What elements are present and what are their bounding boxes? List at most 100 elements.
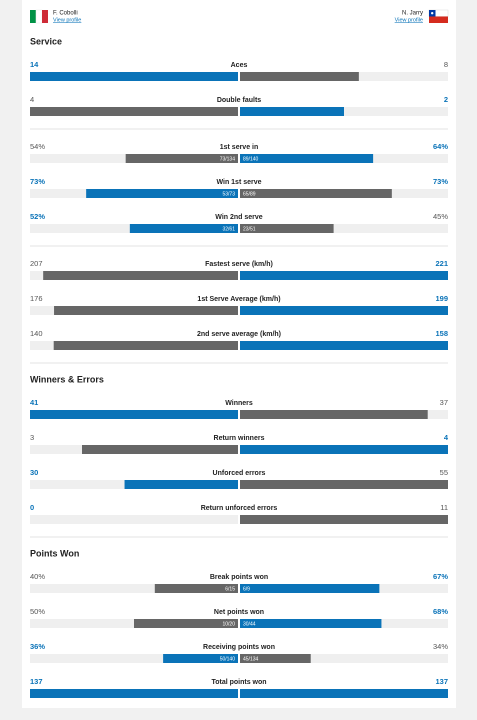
stat-label: 1st serve in bbox=[220, 144, 259, 151]
bar bbox=[240, 224, 334, 233]
fraction: 45/134 bbox=[243, 656, 259, 662]
fraction: 10/20 bbox=[222, 621, 235, 627]
chile-flag bbox=[428, 9, 449, 23]
stat-value: 207 bbox=[30, 259, 43, 268]
bar bbox=[134, 619, 238, 628]
stat-value: 14 bbox=[30, 60, 39, 69]
stat-label: Net points won bbox=[214, 609, 264, 616]
stat-label: Aces bbox=[231, 62, 248, 69]
stat-value: 4 bbox=[444, 433, 449, 442]
stat-value: 73% bbox=[433, 177, 448, 186]
bar bbox=[86, 189, 238, 198]
stat-label: Return unforced errors bbox=[201, 505, 278, 512]
section-title: Points Won bbox=[30, 548, 79, 558]
bar bbox=[240, 410, 428, 419]
section-title: Winners & Errors bbox=[30, 374, 104, 384]
bar bbox=[43, 271, 239, 280]
bar bbox=[240, 341, 448, 350]
stat-value: 50% bbox=[30, 607, 45, 616]
stat-value: 137 bbox=[435, 677, 448, 686]
card bbox=[22, 0, 456, 708]
stat-value: 158 bbox=[435, 329, 448, 338]
stat-label: Win 1st serve bbox=[216, 179, 261, 186]
fraction: 30/44 bbox=[243, 621, 256, 627]
player-name: F. Cobolli bbox=[53, 11, 78, 17]
stat-value: 64% bbox=[433, 142, 448, 151]
bar bbox=[240, 306, 448, 315]
bar-track bbox=[240, 654, 448, 663]
stat-value: 54% bbox=[30, 142, 45, 151]
bar bbox=[30, 689, 238, 698]
bar-track bbox=[30, 654, 238, 663]
bar-track bbox=[30, 584, 238, 593]
stat-value: 11 bbox=[440, 503, 448, 512]
player-name: N. Jarry bbox=[402, 11, 423, 17]
bar bbox=[240, 619, 382, 628]
stat-label: 2nd serve average (km/h) bbox=[197, 331, 281, 338]
profile-link[interactable]: View profile bbox=[53, 17, 81, 23]
stat-label: Double faults bbox=[217, 97, 261, 104]
stat-value: 34% bbox=[433, 642, 448, 651]
bar bbox=[129, 224, 238, 233]
bar bbox=[124, 480, 238, 489]
bar bbox=[30, 72, 238, 81]
stat-value: 41 bbox=[30, 398, 38, 407]
stat-value: 176 bbox=[30, 294, 43, 303]
stat-value: 199 bbox=[435, 294, 448, 303]
stat-value: 2 bbox=[444, 95, 448, 104]
bar bbox=[240, 654, 311, 663]
section-title: Service bbox=[30, 36, 62, 46]
fraction: 53/73 bbox=[222, 191, 235, 197]
bar bbox=[240, 107, 344, 116]
bar bbox=[240, 584, 380, 593]
bar bbox=[54, 306, 239, 315]
fraction: 89/140 bbox=[243, 156, 259, 162]
stat-value: 67% bbox=[433, 572, 448, 581]
italy-flag bbox=[30, 9, 48, 24]
stat-label: Fastest serve (km/h) bbox=[205, 261, 273, 268]
stat-value: 4 bbox=[30, 95, 34, 104]
stat-label: Win 2nd serve bbox=[215, 214, 263, 221]
bar bbox=[240, 480, 448, 489]
stat-label: 1st Serve Average (km/h) bbox=[197, 296, 280, 303]
stat-value: 0 bbox=[30, 503, 34, 512]
stat-label: Total points won bbox=[211, 679, 266, 686]
stat-value: 37 bbox=[440, 398, 448, 407]
stat-value: 73% bbox=[30, 177, 45, 186]
bar bbox=[154, 584, 238, 593]
bar bbox=[240, 445, 448, 454]
stat-value: 45% bbox=[433, 212, 448, 221]
stat-label: Winners bbox=[225, 400, 253, 407]
bar bbox=[30, 107, 238, 116]
stat-label: Unforced errors bbox=[213, 470, 266, 477]
fraction: 6/9 bbox=[243, 586, 250, 592]
stat-value: 140 bbox=[30, 329, 43, 338]
fraction: 6/15 bbox=[225, 586, 235, 592]
profile-link[interactable]: View profile bbox=[395, 17, 423, 23]
fraction: 65/89 bbox=[243, 191, 256, 197]
bar bbox=[30, 410, 238, 419]
stat-value: 55 bbox=[440, 468, 448, 477]
stat-value: 30 bbox=[30, 468, 38, 477]
bar bbox=[125, 154, 238, 163]
bar bbox=[240, 515, 448, 524]
stat-value: 52% bbox=[30, 212, 45, 221]
stat-label: Break points won bbox=[210, 574, 268, 581]
bar bbox=[240, 72, 359, 81]
bar bbox=[240, 189, 392, 198]
stat-value: 3 bbox=[30, 433, 34, 442]
bar bbox=[53, 341, 239, 350]
bar bbox=[240, 689, 448, 698]
stat-value: 8 bbox=[444, 60, 448, 69]
stat-label: Return winners bbox=[214, 435, 265, 442]
stat-label: Receiving points won bbox=[203, 644, 275, 651]
stat-value: 68% bbox=[433, 607, 448, 616]
stat-value: 40% bbox=[30, 572, 45, 581]
stat-value: 36% bbox=[30, 642, 45, 651]
bar bbox=[240, 271, 448, 280]
bar bbox=[240, 154, 374, 163]
bar-track bbox=[30, 515, 238, 524]
bar bbox=[163, 654, 238, 663]
